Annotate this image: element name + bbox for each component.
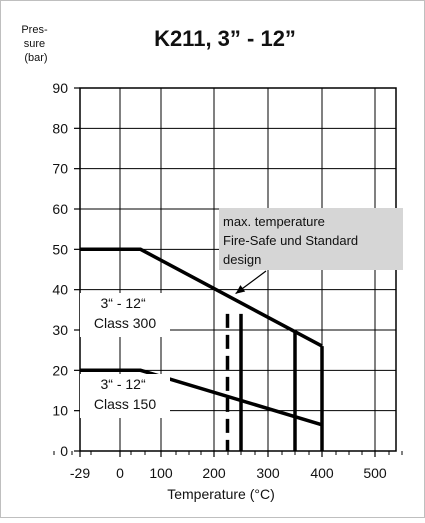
annotation-arrowhead	[235, 285, 246, 294]
annotation-text: max. temperature Fire-Safe und Standard …	[223, 214, 362, 267]
series-line	[80, 368, 323, 427]
series-label-class-150: 3“ - 12“ Class 150	[80, 374, 170, 418]
series-lines	[80, 247, 323, 427]
x-tick-label: 400	[310, 465, 334, 481]
x-tick-label: 200	[202, 465, 226, 481]
y-tick-label: 80	[52, 120, 68, 136]
temperature-limit-markers	[225, 313, 324, 451]
series-label-line: Class 300	[94, 315, 156, 331]
series-label-class-300: 3“ - 12“ Class 300	[80, 293, 170, 337]
y-tick-label: 30	[52, 322, 68, 338]
y-tick-label: 90	[52, 80, 68, 96]
y-tick-label: 70	[52, 161, 68, 177]
annotation-callout: max. temperature Fire-Safe und Standard …	[219, 208, 403, 295]
y-axis-label: Pres- sure (bar)	[21, 24, 50, 64]
y-tick-label: 40	[52, 282, 68, 298]
y-tick-label: 50	[52, 241, 68, 257]
annotation-line: max. temperature	[223, 214, 325, 229]
series-line	[80, 247, 323, 348]
y-tick-label: 0	[60, 443, 68, 459]
x-tick-label: 300	[256, 465, 280, 481]
annotation-box	[219, 208, 403, 270]
x-axis-label: Temperature (°C)	[167, 486, 275, 502]
y-axis-label-line: sure	[24, 38, 45, 50]
chart-title: K211, 3” - 12”	[154, 26, 296, 51]
series-label-background	[80, 374, 170, 418]
y-tick-label: 10	[52, 403, 68, 419]
annotation-line: design	[223, 252, 261, 267]
series-label: 3“ - 12“ Class 300	[94, 295, 156, 331]
annotation-line: Fire-Safe und Standard	[223, 233, 358, 248]
y-tick-labels: 0 10 20 30 40 50 60 70 80 90	[52, 80, 68, 459]
series-label-background	[80, 293, 170, 337]
y-tick-label: 60	[52, 201, 68, 217]
x-tick-label: 500	[363, 465, 387, 481]
x-tick-label: 100	[149, 465, 173, 481]
y-axis-label-line: (bar)	[24, 52, 47, 64]
y-axis-label-line: Pres-	[21, 24, 48, 36]
series-label-line: Class 150	[94, 396, 156, 412]
y-tick-label: 20	[52, 362, 68, 378]
series-label-line: 3“ - 12“	[100, 376, 145, 392]
series-label: 3“ - 12“ Class 150	[94, 376, 156, 412]
x-tick-label: 0	[116, 465, 124, 481]
x-tick-labels: -29 0 100 200 300 400 500	[70, 465, 387, 481]
x-tick-label: -29	[70, 465, 90, 481]
series-label-line: 3“ - 12“	[100, 295, 145, 311]
